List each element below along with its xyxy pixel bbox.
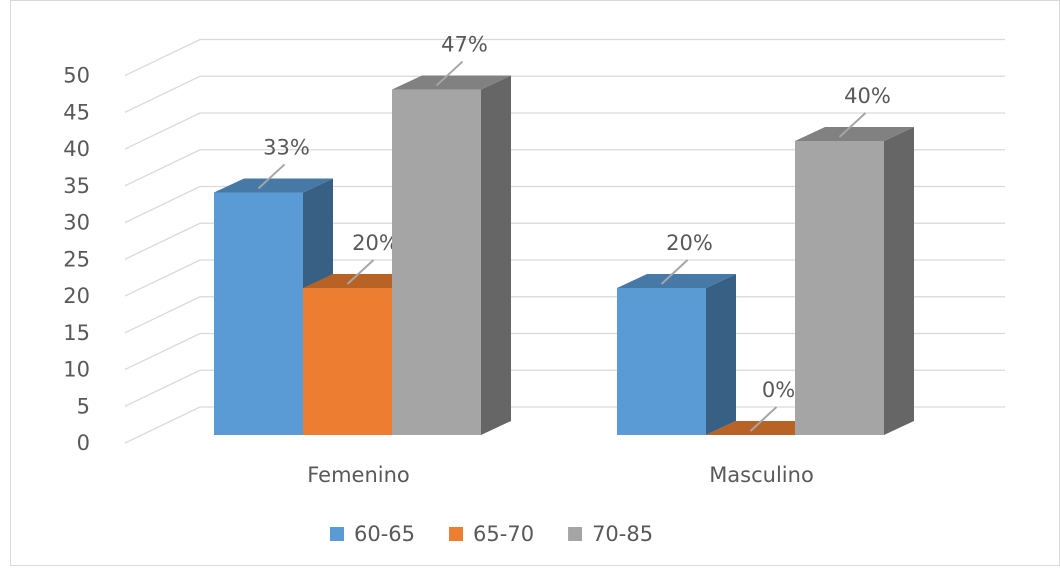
grid-line — [124, 369, 1005, 407]
grid-line — [124, 149, 1005, 187]
value-label: 20% — [666, 231, 713, 255]
value-label: 40% — [844, 84, 891, 108]
bar-top — [214, 178, 333, 193]
value-label: 20% — [352, 231, 399, 255]
value-label: 0% — [762, 378, 795, 402]
bar-top — [617, 274, 736, 288]
legend-label: 60-65 — [354, 522, 415, 546]
y-tick-label: 35 — [63, 174, 90, 198]
bar-top — [795, 127, 914, 141]
grid-line — [124, 296, 1005, 334]
legend-label: 65-70 — [473, 522, 534, 546]
grid-line — [124, 222, 1005, 260]
bar-front — [617, 288, 706, 435]
y-tick-label: 0 — [77, 431, 90, 455]
bar-front — [303, 288, 392, 435]
bar-top — [392, 75, 511, 90]
grid-line — [124, 185, 1005, 224]
bar-front — [795, 141, 884, 435]
y-tick-label: 50 — [63, 64, 90, 88]
value-label: 33% — [263, 135, 310, 159]
y-tick-label: 25 — [63, 247, 90, 271]
y-tick-label: 30 — [63, 211, 90, 235]
bar-front — [214, 192, 303, 435]
leader-line — [257, 163, 286, 190]
bar-side — [706, 274, 736, 435]
bar — [617, 274, 736, 435]
bar-front — [392, 89, 481, 436]
leader-line — [435, 60, 464, 87]
legend-swatch — [330, 527, 344, 541]
grid-line — [124, 406, 1005, 444]
bar-side — [481, 75, 511, 436]
grid-line — [124, 332, 1005, 371]
value-label: 47% — [441, 33, 488, 57]
bar — [392, 75, 511, 436]
legend-swatch — [568, 527, 583, 541]
y-tick-label: 45 — [63, 100, 90, 124]
leader-line — [346, 259, 375, 285]
bar-side — [884, 127, 914, 435]
grid-line — [124, 75, 1005, 113]
grid-line — [124, 259, 1005, 297]
bar — [795, 127, 914, 435]
y-tick-label: 15 — [63, 321, 90, 345]
x-tick-label: Femenino — [307, 463, 410, 487]
legend-swatch — [449, 527, 464, 541]
leader-line — [838, 112, 867, 138]
leader-line — [749, 406, 778, 432]
y-tick-label: 5 — [77, 394, 90, 418]
grid-line — [124, 38, 1005, 77]
legend-label: 70-85 — [592, 522, 653, 546]
y-tick-label: 40 — [63, 137, 90, 161]
grid-line — [124, 112, 1005, 150]
x-tick-label: Masculino — [709, 463, 814, 487]
y-tick-label: 10 — [63, 358, 90, 382]
leader-line — [660, 259, 689, 285]
y-tick-label: 20 — [63, 284, 90, 308]
